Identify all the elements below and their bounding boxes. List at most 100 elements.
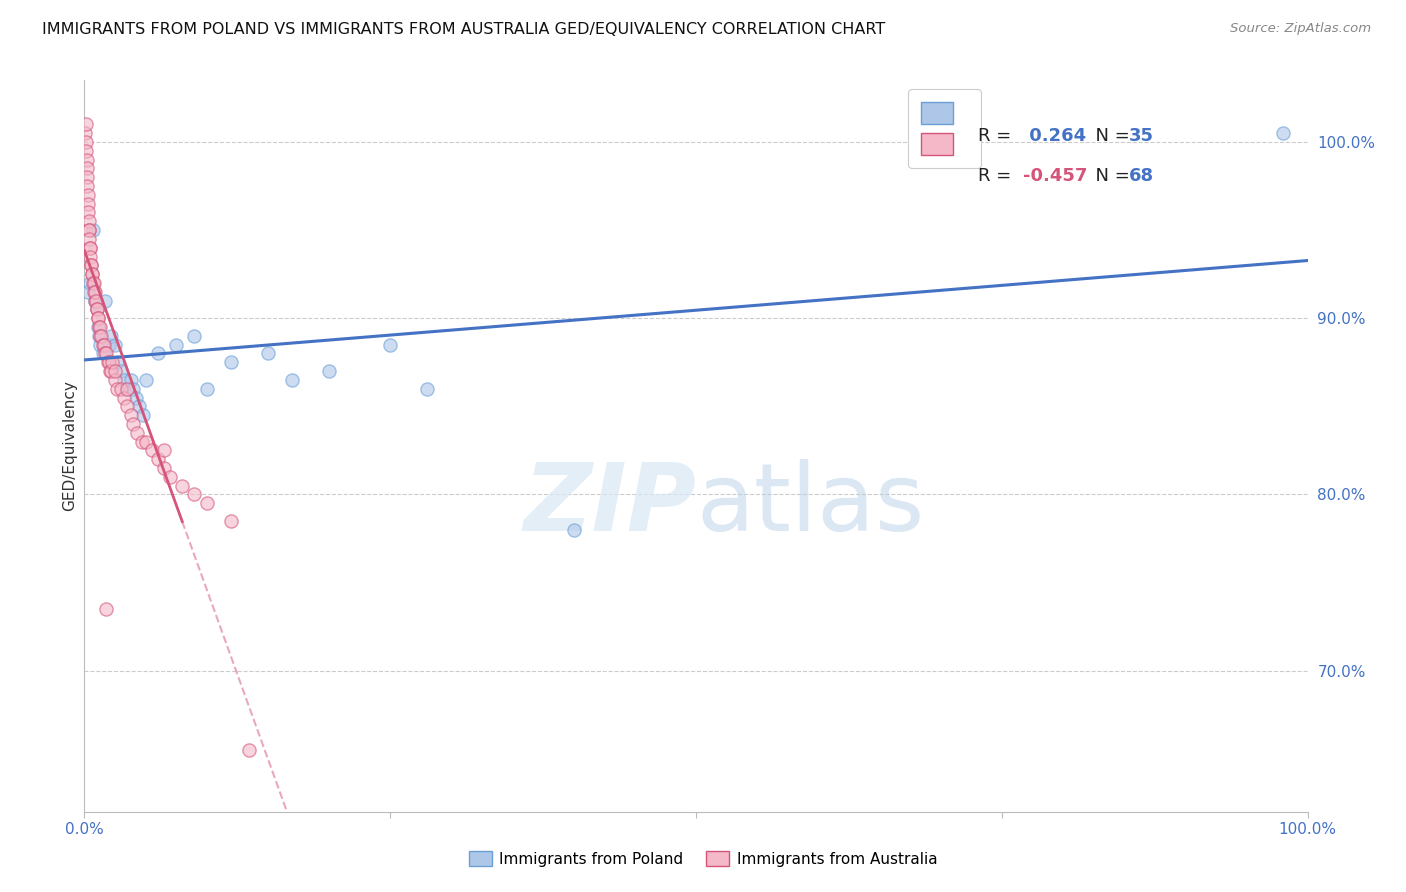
Point bbox=[94, 346, 117, 360]
Point bbox=[73, 126, 96, 140]
Point bbox=[238, 743, 260, 757]
Point bbox=[105, 382, 128, 396]
Point bbox=[83, 293, 105, 308]
Point bbox=[146, 346, 169, 360]
Y-axis label: GED/Equivalency: GED/Equivalency bbox=[62, 381, 77, 511]
Point bbox=[115, 382, 138, 396]
Point bbox=[281, 373, 304, 387]
Point bbox=[195, 496, 218, 510]
Point bbox=[183, 329, 205, 343]
Point bbox=[257, 346, 280, 360]
Point bbox=[75, 117, 97, 131]
Point bbox=[416, 382, 439, 396]
Point bbox=[83, 285, 105, 299]
Legend: , : , bbox=[908, 89, 980, 168]
Text: Source: ZipAtlas.com: Source: ZipAtlas.com bbox=[1230, 22, 1371, 36]
Point bbox=[195, 382, 218, 396]
Point bbox=[146, 452, 169, 467]
Point bbox=[91, 346, 114, 360]
Point bbox=[135, 373, 157, 387]
Point bbox=[141, 443, 163, 458]
Point bbox=[82, 223, 104, 237]
Point bbox=[110, 382, 132, 396]
Point bbox=[79, 241, 101, 255]
Point bbox=[86, 302, 108, 317]
Point bbox=[93, 337, 115, 351]
Point bbox=[76, 170, 98, 185]
Point bbox=[97, 337, 120, 351]
Text: N =: N = bbox=[1084, 127, 1135, 145]
Point bbox=[101, 355, 124, 369]
Point bbox=[380, 337, 402, 351]
Point bbox=[82, 267, 104, 281]
Point bbox=[77, 223, 100, 237]
Point bbox=[83, 276, 105, 290]
Point bbox=[76, 161, 98, 176]
Point bbox=[135, 434, 157, 449]
Point bbox=[80, 258, 103, 272]
Point bbox=[128, 400, 150, 414]
Point bbox=[77, 205, 100, 219]
Point bbox=[79, 250, 101, 264]
Point bbox=[86, 302, 108, 317]
Text: R =: R = bbox=[979, 127, 1017, 145]
Point bbox=[125, 425, 148, 440]
Point bbox=[132, 408, 155, 422]
Point bbox=[75, 135, 97, 149]
Point bbox=[87, 311, 110, 326]
Point bbox=[77, 214, 100, 228]
Point bbox=[115, 382, 138, 396]
Point bbox=[153, 461, 176, 475]
Point bbox=[89, 337, 111, 351]
Text: -0.457: -0.457 bbox=[1024, 168, 1087, 186]
Point bbox=[77, 285, 100, 299]
Point bbox=[79, 232, 101, 246]
Point bbox=[125, 391, 148, 405]
Point bbox=[122, 382, 145, 396]
Point bbox=[94, 293, 117, 308]
Point bbox=[87, 320, 110, 334]
Text: atlas: atlas bbox=[696, 458, 924, 550]
Point bbox=[77, 196, 100, 211]
Point bbox=[87, 311, 110, 326]
Point bbox=[1272, 126, 1295, 140]
Point bbox=[122, 417, 145, 431]
Point bbox=[105, 355, 128, 369]
Point bbox=[91, 337, 114, 351]
Point bbox=[79, 276, 101, 290]
Point bbox=[77, 223, 100, 237]
Text: 68: 68 bbox=[1129, 168, 1154, 186]
Point bbox=[562, 523, 585, 537]
Point bbox=[104, 373, 127, 387]
Point bbox=[84, 285, 107, 299]
Legend: Immigrants from Poland, Immigrants from Australia: Immigrants from Poland, Immigrants from … bbox=[463, 845, 943, 872]
Point bbox=[120, 373, 142, 387]
Point bbox=[79, 241, 101, 255]
Text: 0.264: 0.264 bbox=[1024, 127, 1087, 145]
Point bbox=[76, 179, 98, 194]
Point bbox=[76, 153, 98, 167]
Point bbox=[97, 355, 120, 369]
Text: ZIP: ZIP bbox=[523, 458, 696, 550]
Text: N =: N = bbox=[1084, 168, 1135, 186]
Point bbox=[219, 355, 242, 369]
Point bbox=[120, 408, 142, 422]
Point bbox=[104, 337, 127, 351]
Point bbox=[76, 187, 98, 202]
Text: R =: R = bbox=[979, 168, 1017, 186]
Text: IMMIGRANTS FROM POLAND VS IMMIGRANTS FROM AUSTRALIA GED/EQUIVALENCY CORRELATION : IMMIGRANTS FROM POLAND VS IMMIGRANTS FRO… bbox=[42, 22, 886, 37]
Point bbox=[100, 329, 122, 343]
Point bbox=[80, 258, 103, 272]
Point bbox=[165, 337, 187, 351]
Point bbox=[153, 443, 176, 458]
Point bbox=[159, 470, 181, 484]
Point bbox=[96, 346, 118, 360]
Point bbox=[84, 293, 107, 308]
Point bbox=[87, 329, 110, 343]
Point bbox=[131, 434, 153, 449]
Point bbox=[97, 355, 120, 369]
Point bbox=[87, 320, 110, 334]
Point bbox=[183, 487, 205, 501]
Point bbox=[110, 364, 132, 378]
Point bbox=[104, 364, 127, 378]
